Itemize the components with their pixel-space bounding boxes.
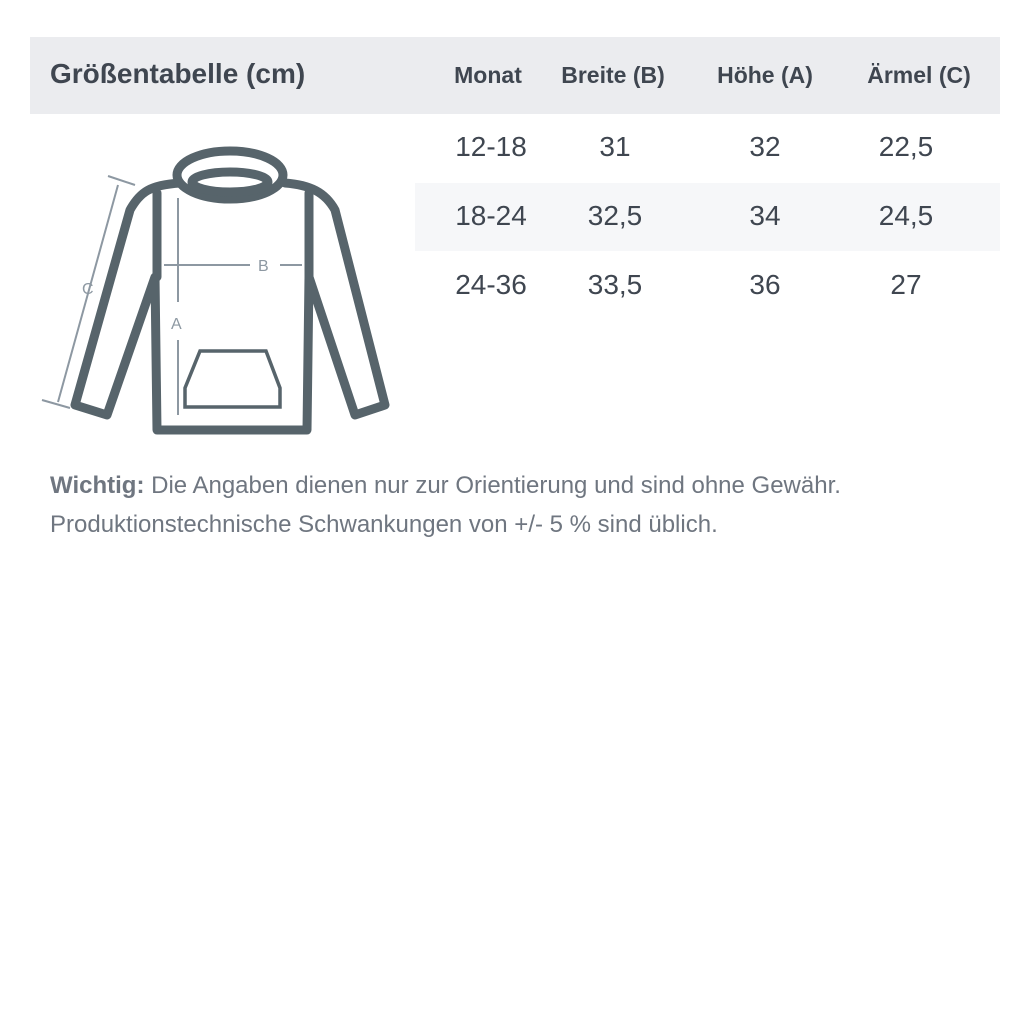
- label-b: B: [258, 258, 269, 275]
- table-cell: 22,5: [878, 131, 934, 162]
- table-cell: 24-36: [455, 269, 527, 300]
- table-cell: 33,5: [587, 269, 643, 300]
- hood-outer: [172, 146, 288, 204]
- hood-inner: [187, 167, 273, 197]
- column-header-month: Monat: [454, 62, 522, 88]
- column-header-width: Breite (B): [561, 62, 665, 88]
- note-line1: Die Angaben dienen nur zur Orientierung …: [144, 472, 841, 499]
- table-cell: 34: [749, 200, 781, 231]
- hoodie-body: [70, 178, 390, 435]
- hoodie-diagram: B A C: [41, 146, 390, 435]
- page-title: Größentabelle (cm): [50, 58, 306, 89]
- note-bold: Wichtig:: [50, 472, 145, 499]
- column-header-sleeve: Ärmel (C): [867, 62, 971, 88]
- column-header-height: Höhe (A): [717, 62, 813, 88]
- table-cell: 36: [749, 269, 781, 300]
- table-cell: 32: [749, 131, 781, 162]
- label-c: C: [82, 281, 94, 298]
- table-cell: 18-24: [455, 200, 527, 231]
- table-cell: 12-18: [455, 131, 527, 162]
- table-cell: 24,5: [878, 200, 934, 231]
- row-stripe: [415, 183, 1000, 251]
- pocket: [183, 349, 282, 409]
- table-cell: 32,5: [587, 200, 643, 231]
- table-header-bar: [30, 37, 1000, 114]
- label-a: A: [171, 316, 182, 333]
- table-cell: 31: [599, 131, 631, 162]
- table-cell: 27: [890, 269, 922, 300]
- disclaimer-note: Wichtig: Die Angaben dienen nur zur Orie…: [50, 466, 1010, 544]
- note-line2: Produktionstechnische Schwankungen von +…: [50, 511, 718, 538]
